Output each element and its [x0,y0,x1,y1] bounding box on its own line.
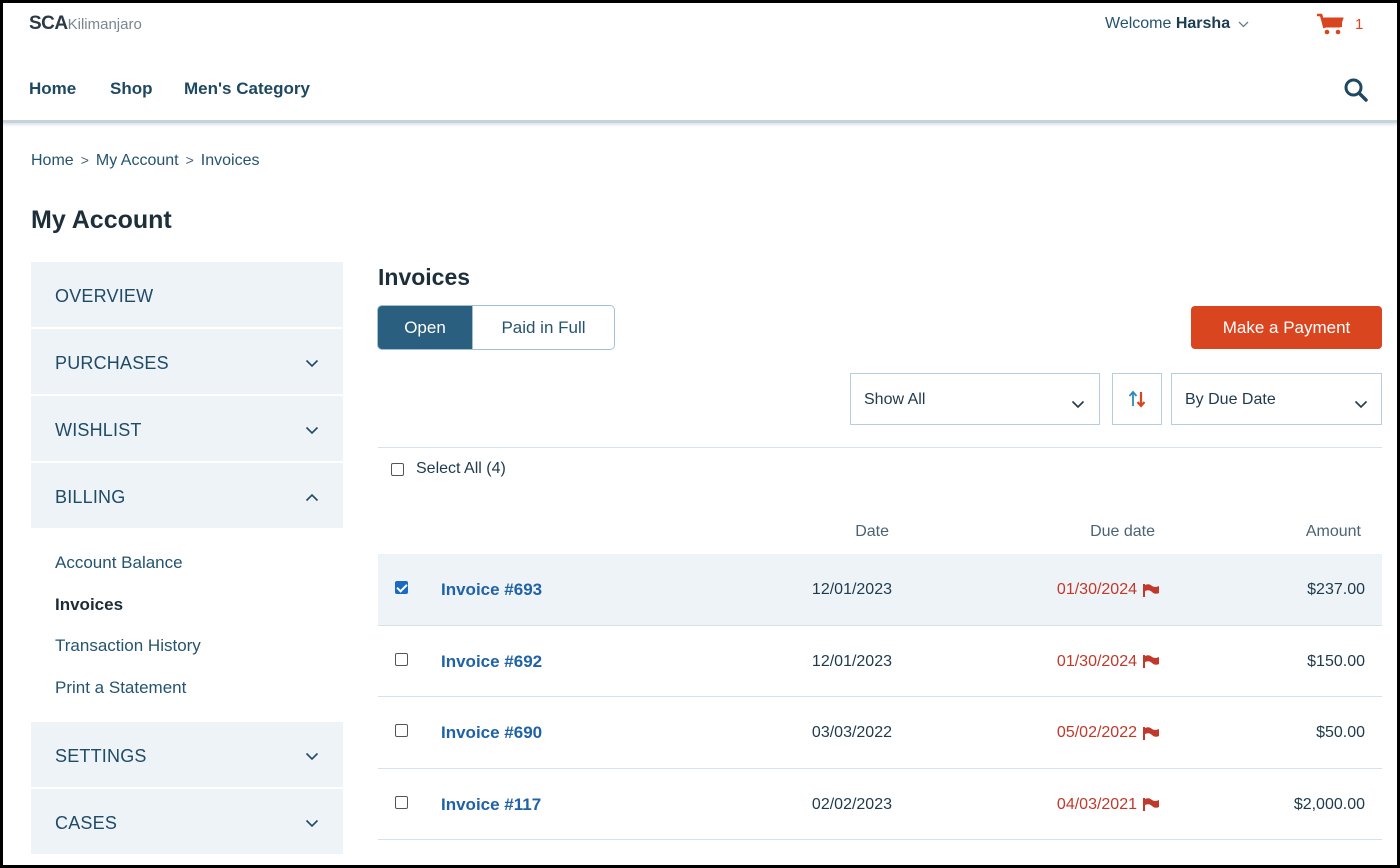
invoice-amount: $237.00 [1307,581,1365,598]
select-all[interactable]: Select All (4) [391,460,506,478]
flag-icon [1143,798,1159,811]
invoice-link[interactable]: Invoice #690 [441,723,543,742]
row-checkbox[interactable] [395,652,408,666]
breadcrumb-separator-icon: > [185,152,194,168]
sort-arrows-icon [1113,390,1163,428]
chevron-down-icon [305,748,319,762]
sort-direction-button[interactable] [1112,373,1162,425]
top-bar: SCAKilimanjaro Welcome Harsha 1 [3,3,1397,49]
sidebar-item-label: SETTINGS [55,746,147,766]
breadcrumb-separator-icon: > [80,152,89,168]
search-icon[interactable] [1343,77,1373,107]
filter-select[interactable]: Show All [850,373,1100,425]
flag-icon [1143,726,1159,740]
breadcrumb: Home > My Account > Invoices [31,152,259,170]
column-header-date[interactable]: Date [855,523,889,540]
sidebar-item-label: CASES [55,813,118,833]
invoice-date: 03/03/2022 [811,724,892,741]
invoice-due-date: 04/03/2021 [1057,796,1160,814]
tab-open[interactable]: Open [378,306,472,349]
tab-paid-in-full[interactable]: Paid in Full [472,306,614,349]
column-header-amount[interactable]: Amount [1305,523,1361,540]
flag-icon [1143,655,1159,668]
sort-select-value: By Due Date [1185,391,1276,408]
invoice-status-tabs: Open Paid in Full [377,305,615,350]
table-row[interactable]: Invoice #692 12/01/2023 01/30/2024 $150.… [378,626,1382,697]
chevron-down-icon [305,815,319,829]
invoice-link[interactable]: Invoice #117 [441,794,542,814]
chevron-down-icon [305,422,319,436]
account-sidebar: OVERVIEW PURCHASES WISHLIST BILLING Acco… [31,262,343,856]
invoice-link[interactable]: Invoice #693 [441,580,543,599]
sidebar-item-label: OVERVIEW [55,286,154,306]
nav-shop[interactable]: Shop [110,79,153,98]
sidebar-item-print-statement[interactable]: Print a Statement [55,677,187,697]
main-nav: Home Shop Men's Category [3,63,1397,123]
breadcrumb-invoices[interactable]: Invoices [200,152,260,169]
row-checkbox[interactable] [395,795,408,809]
user-menu[interactable]: Welcome Harsha [1105,15,1249,33]
select-all-checkbox[interactable] [391,462,404,476]
billing-submenu: Account Balance Invoices Transaction His… [31,530,343,722]
invoice-amount: $150.00 [1307,652,1365,670]
invoices-title: Invoices [378,264,471,290]
row-checkbox[interactable] [395,581,408,594]
sidebar-item-label: PURCHASES [55,353,169,373]
sidebar-item-purchases[interactable]: PURCHASES [31,329,343,396]
user-name: Harsha [1175,15,1231,32]
chevron-down-icon [1071,396,1085,409]
sidebar-item-overview[interactable]: OVERVIEW [31,262,343,329]
sidebar-item-transaction-history[interactable]: Transaction History [55,636,201,655]
breadcrumb-home[interactable]: Home [31,152,74,169]
site-logo[interactable]: SCAKilimanjaro [29,13,142,34]
nav-mens-category[interactable]: Men's Category [184,79,310,98]
nav-home[interactable]: Home [29,79,77,98]
table-row[interactable]: Invoice #117 02/02/2023 04/03/2021 $2,00… [378,769,1382,840]
invoice-list: Invoice #693 12/01/2023 01/30/2024 $237.… [378,554,1382,840]
sidebar-item-billing[interactable]: BILLING [31,463,343,530]
row-checkbox[interactable] [395,724,408,737]
flag-icon [1143,583,1159,597]
cart-count[interactable]: 1 [1355,16,1364,33]
select-all-label: Select All (4) [416,460,506,477]
sidebar-item-label: BILLING [55,487,126,507]
invoice-due-date: 01/30/2024 [1057,653,1160,671]
invoice-date: 12/01/2023 [811,652,892,670]
filter-select-value: Show All [864,391,926,408]
page-title: My Account [31,206,172,234]
chevron-down-icon [1238,19,1249,31]
invoice-link[interactable]: Invoice #692 [441,651,543,671]
make-payment-button[interactable]: Make a Payment [1191,306,1382,349]
sidebar-item-account-balance[interactable]: Account Balance [55,553,183,572]
sidebar-item-invoices[interactable]: Invoices [55,594,124,614]
chevron-up-icon [305,489,319,503]
sort-select[interactable]: By Due Date [1171,373,1382,425]
welcome-label: Welcome [1105,15,1176,32]
sidebar-item-cases[interactable]: CASES [31,789,343,856]
chevron-down-icon [1354,396,1368,409]
invoice-date: 12/01/2023 [811,581,892,598]
table-row[interactable]: Invoice #693 12/01/2023 01/30/2024 $237.… [378,554,1382,626]
invoice-due-date: 01/30/2024 [1057,581,1160,599]
sidebar-item-settings[interactable]: SETTINGS [31,722,343,789]
divider [378,447,1382,448]
sidebar-item-wishlist[interactable]: WISHLIST [31,396,343,463]
table-row[interactable]: Invoice #690 03/03/2022 05/02/2022 $50.0… [378,697,1382,769]
column-header-due-date[interactable]: Due date [1090,523,1155,540]
invoice-date: 02/02/2023 [811,795,892,813]
sidebar-item-label: WISHLIST [55,420,142,440]
breadcrumb-my-account[interactable]: My Account [95,152,179,169]
invoice-amount: $2,000.00 [1293,795,1365,813]
invoice-amount: $50.00 [1316,724,1365,741]
cart-icon[interactable] [1316,13,1346,37]
invoice-due-date: 05/02/2022 [1057,724,1160,742]
chevron-down-icon [305,355,319,369]
